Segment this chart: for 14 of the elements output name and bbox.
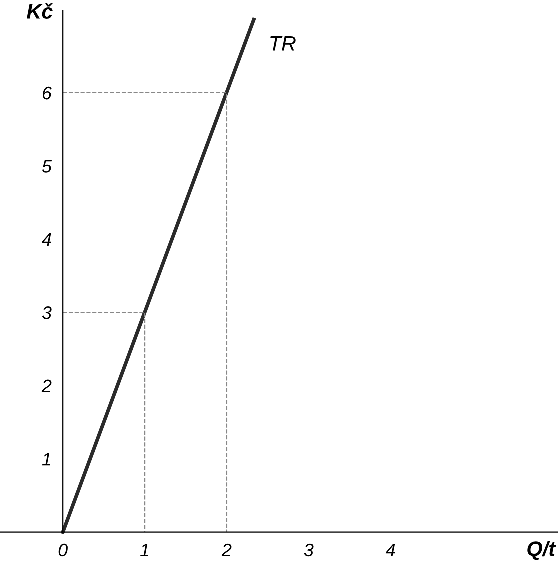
x-tick-label: 2	[222, 544, 232, 556]
x-tick-label: 3	[304, 544, 314, 557]
x-axis-title: Q/t	[528, 541, 556, 560]
series-label: TR	[270, 36, 296, 51]
x-tick-label: 4	[386, 544, 396, 556]
y-tick-label: 5	[42, 160, 52, 173]
y-tick-label: 6	[42, 86, 52, 100]
x-tick-label: 1	[140, 544, 149, 556]
y-tick-label: 3	[42, 306, 52, 320]
y-tick-label: 1	[42, 453, 50, 466]
x-tick-label: 0	[58, 544, 68, 557]
y-tick-label: 4	[42, 234, 52, 246]
y-axis-title: Kč	[26, 3, 54, 19]
y-tick-label: 2	[42, 380, 52, 392]
